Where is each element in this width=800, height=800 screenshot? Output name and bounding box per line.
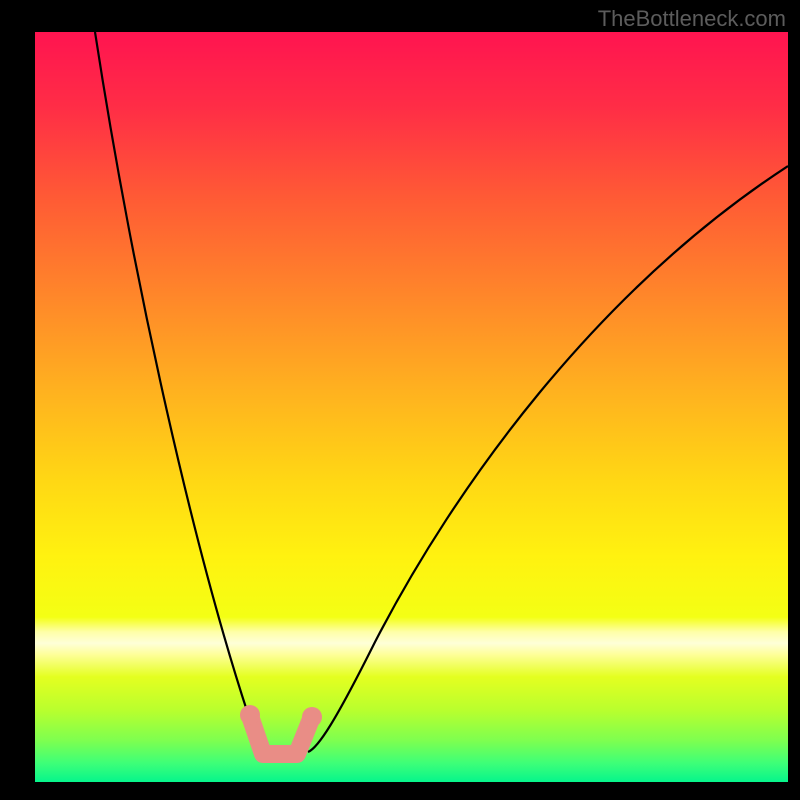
marker-U-stroke <box>250 716 311 754</box>
attribution-watermark: TheBottleneck.com <box>598 6 786 32</box>
marker-dot-right <box>302 707 322 727</box>
marker-dot-left <box>240 705 260 725</box>
left-curve <box>95 32 268 752</box>
right-curve <box>308 166 788 752</box>
curve-layer <box>35 32 788 782</box>
chart-frame: TheBottleneck.com <box>0 0 800 800</box>
plot-area <box>35 32 788 782</box>
